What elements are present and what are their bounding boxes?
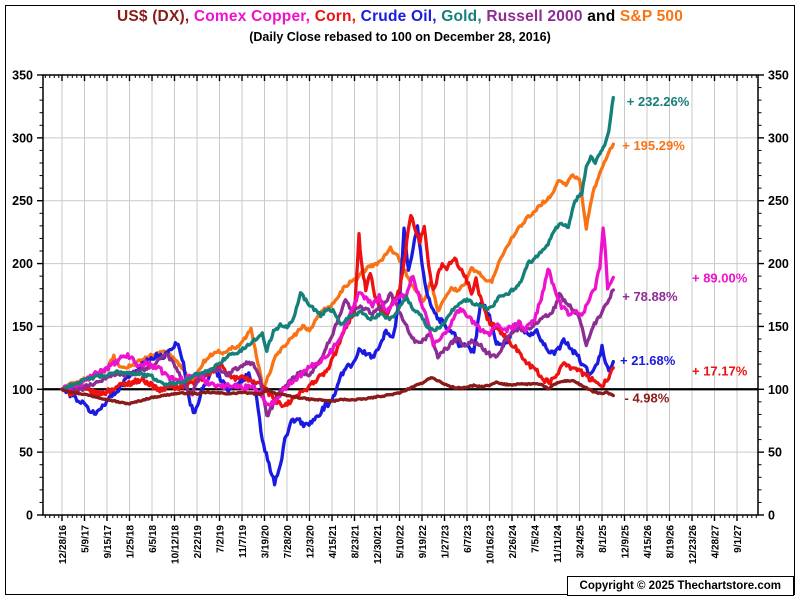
x-axis-label: 6/5/18 xyxy=(148,525,159,553)
x-axis-label: 7/28/20 xyxy=(283,525,294,559)
chart-title: US$ (DX), Comex Copper, Corn, Crude Oil,… xyxy=(0,8,800,26)
x-axis-label: 3/24/25 xyxy=(576,525,587,559)
title-segment-4: Gold, xyxy=(441,8,487,25)
x-axis-label: 5/10/22 xyxy=(396,525,407,559)
x-axis-label: 9/1/27 xyxy=(733,525,744,553)
y-axis-label-right: 50 xyxy=(768,446,782,460)
x-axis-label: 9/19/22 xyxy=(418,525,429,559)
annotation-corn: + 17.17% xyxy=(692,364,748,379)
y-axis-label-right: 200 xyxy=(768,257,789,271)
x-axis-label: 8/23/21 xyxy=(351,525,362,559)
annotation-us-dx: - 4.98% xyxy=(625,391,670,406)
title-segment-0: US$ (DX), xyxy=(116,8,194,25)
x-axis-label: 5/9/17 xyxy=(81,525,92,553)
annotation-comex-copper: + 89.00% xyxy=(692,271,748,286)
title-segment-7: S&P 500 xyxy=(619,8,684,25)
copyright-box: Copyright © 2025 Thechartstore.com xyxy=(566,576,794,596)
x-axis-label: 7/5/24 xyxy=(531,525,542,553)
x-axis-label: 8/1/25 xyxy=(598,525,609,553)
x-axis-label: 8/19/26 xyxy=(666,525,677,559)
y-axis-label-right: 300 xyxy=(768,131,789,145)
x-axis-label: 4/15/26 xyxy=(643,525,654,559)
x-axis-label: 11/7/19 xyxy=(238,525,249,558)
title-segment-2: Corn, xyxy=(314,8,361,25)
x-axis-label: 12/3/20 xyxy=(306,525,317,559)
y-axis-label-left: 150 xyxy=(12,320,33,334)
chart-subtitle: (Daily Close rebased to 100 on December … xyxy=(249,30,551,44)
series-line-crude-oil xyxy=(60,224,615,487)
x-axis-label: 6/7/23 xyxy=(463,525,474,553)
x-axis-label: 10/16/23 xyxy=(486,525,497,564)
x-axis-label: 12/30/21 xyxy=(373,525,384,564)
x-axis-label: 2/26/24 xyxy=(508,525,519,559)
y-axis-label-right: 350 xyxy=(768,69,789,83)
x-axis-label: 12/23/26 xyxy=(688,525,699,564)
x-axis-label: 11/11/24 xyxy=(553,525,564,563)
x-axis-label: 12/28/16 xyxy=(58,525,69,564)
series-line-s-p-500 xyxy=(60,142,615,391)
annotation-russell-2000: + 78.88% xyxy=(622,289,678,304)
y-axis-label-left: 300 xyxy=(12,131,33,145)
x-axis-label: 9/15/17 xyxy=(103,525,114,559)
copyright-text: Copyright © 2025 Thechartstore.com xyxy=(579,580,781,592)
y-axis-label-left: 0 xyxy=(26,509,33,523)
x-axis-label: 4/28/27 xyxy=(711,525,722,559)
series-line-gold xyxy=(60,95,615,391)
y-axis-label-right: 150 xyxy=(768,320,789,334)
x-axis-label: 2/22/19 xyxy=(193,525,204,559)
title-segment-1: Comex Copper, xyxy=(193,8,315,25)
annotation-crude-oil: + 21.68% xyxy=(620,353,676,368)
title-segment-6: and xyxy=(587,8,620,25)
y-axis-label-left: 200 xyxy=(12,257,33,271)
annotation-s-p-500: + 195.29% xyxy=(622,138,685,153)
x-axis-label: 1/27/23 xyxy=(441,525,452,559)
x-axis-label: 1/25/18 xyxy=(126,525,137,559)
x-axis-label: 3/19/20 xyxy=(261,525,272,559)
plot-frame xyxy=(42,74,759,516)
y-axis-label-left: 250 xyxy=(12,194,33,208)
x-axis-label: 7/2/19 xyxy=(216,525,227,553)
annotation-gold: + 232.26% xyxy=(627,94,690,109)
x-axis-label: 10/12/18 xyxy=(171,525,182,564)
series-line-us-dx xyxy=(60,376,615,406)
y-axis-label-left: 350 xyxy=(12,69,33,83)
x-axis-label: 4/15/21 xyxy=(328,525,339,559)
x-axis-label: 12/9/25 xyxy=(621,525,632,559)
title-segment-5: Russell 2000 xyxy=(486,8,588,25)
y-axis-label-left: 100 xyxy=(12,383,33,397)
y-axis-label-left: 50 xyxy=(19,446,33,460)
series-line-corn xyxy=(60,213,615,409)
y-axis-label-right: 100 xyxy=(768,383,789,397)
y-axis-label-right: 250 xyxy=(768,194,789,208)
series-line-comex-copper xyxy=(60,226,615,407)
y-axis-label-right: 0 xyxy=(768,509,775,523)
title-segment-3: Crude Oil, xyxy=(360,8,442,25)
